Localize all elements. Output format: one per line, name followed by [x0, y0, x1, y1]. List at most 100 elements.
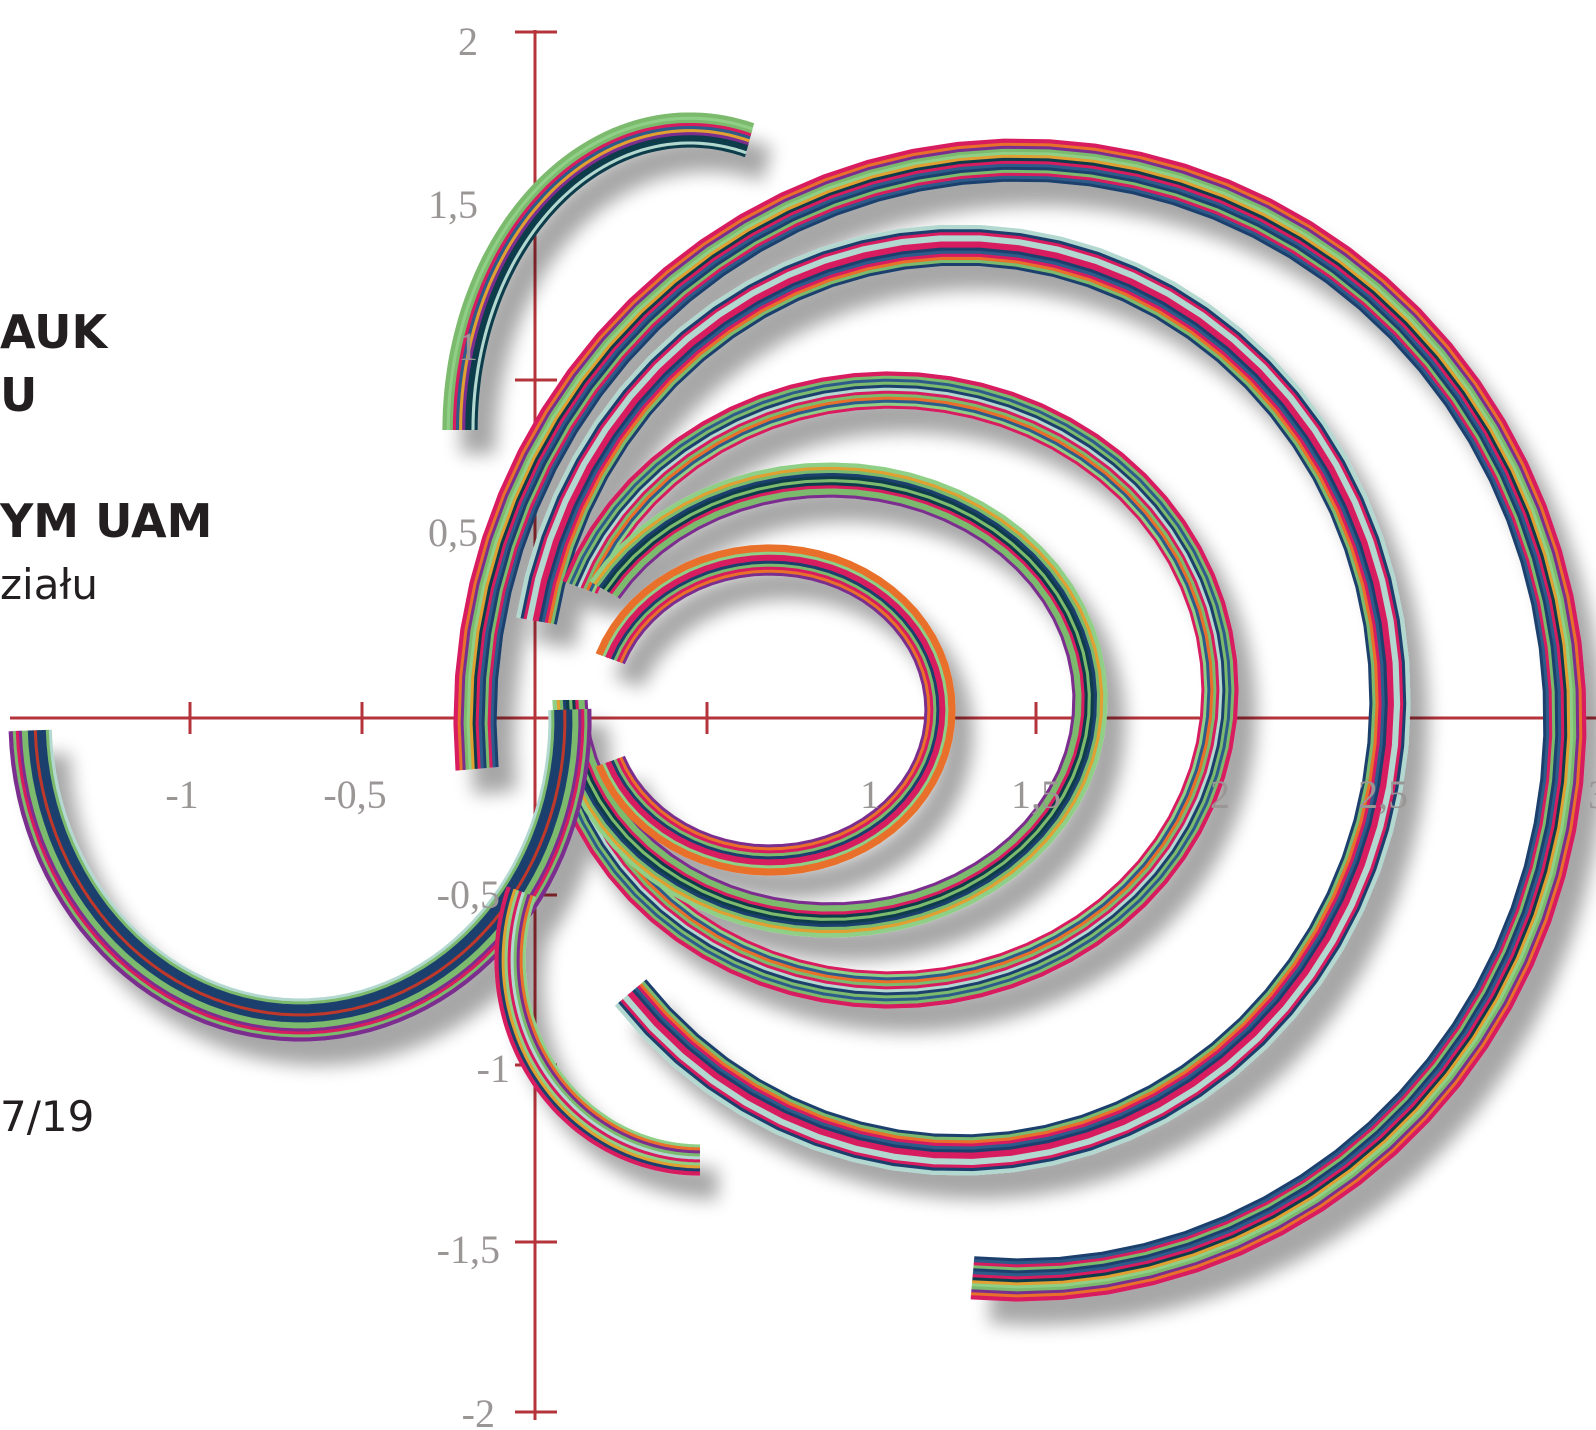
ribbon-stripe	[612, 562, 938, 858]
ribbon-stripe	[459, 144, 1581, 1296]
ribbon-stripe	[509, 891, 701, 1161]
ribbon-stripe	[522, 230, 1405, 1170]
ribbon-stripe	[477, 162, 1563, 1278]
ribbon-stripe	[574, 484, 1086, 916]
ribbon-stripe	[546, 255, 1380, 1145]
ribbon-stripe	[494, 886, 701, 1176]
ribbon-stripe	[442, 112, 755, 431]
ribbon-stripe	[486, 171, 1554, 1269]
ribbon-stripe	[518, 894, 701, 1152]
ribbon-stripe	[468, 153, 1572, 1287]
ribbon-stripe	[506, 890, 701, 1164]
ribbon-stripe	[577, 487, 1083, 913]
x-tick-label: 3	[1588, 772, 1596, 817]
ribbon-stripe	[576, 386, 1224, 994]
inner-spiral-ribbon	[552, 462, 1108, 938]
ribbon-stripe	[552, 462, 1108, 938]
ribbon-stripe	[570, 380, 1230, 1000]
ribbon-stripe	[579, 389, 1221, 991]
ribbon-stripe	[44, 710, 556, 1006]
ribbon-stripe	[460, 130, 750, 431]
upper-left-ribbon	[442, 112, 755, 431]
ribbon-stripe	[531, 240, 1396, 1161]
ribbon-stripe	[474, 159, 1566, 1281]
ribbon-stripe	[601, 550, 950, 870]
x-tick-label: 2,5	[1358, 772, 1408, 817]
ribbon-stripe	[555, 465, 1105, 935]
ribbon-stripe	[471, 156, 1569, 1284]
ribbon-stripe	[593, 404, 1206, 976]
cover-title-line-3: YM UAM	[0, 494, 213, 548]
ribbon-stripe	[558, 468, 1102, 932]
ribbon-stripe	[35, 709, 565, 1015]
y-tick-labels: 2 1,5 1 0,5 -0,5 -1 -1,5 -2	[428, 19, 510, 1430]
ribbon-stripe	[470, 140, 747, 431]
ribbon-stripe	[515, 893, 701, 1155]
x-tick-label: 1,5	[1011, 772, 1061, 817]
y-tick-label: -1	[477, 1046, 510, 1091]
spiral-ribbons	[8, 112, 1587, 1302]
ribbon-stripe	[11, 708, 589, 1039]
ribbon-stripe	[454, 124, 751, 431]
ribbon-stripe	[552, 261, 1374, 1139]
ribbon-stripe	[595, 544, 956, 876]
x-tick-label: -1	[165, 772, 198, 817]
ribbon-stripe	[483, 168, 1557, 1272]
ribbon-stripe	[512, 892, 701, 1158]
outer-spiral-ribbon	[453, 138, 1587, 1302]
x-tick-label: -0,5	[323, 772, 386, 817]
ribbon-stripe	[32, 709, 568, 1018]
ribbon-stripe	[573, 383, 1227, 997]
ribbon-stripe	[448, 118, 753, 431]
ribbon-stripe	[525, 234, 1402, 1167]
ribbon-stripe	[29, 709, 571, 1021]
ribbon-stripe	[26, 709, 574, 1024]
ribbon-stripe	[503, 889, 701, 1167]
ribbon-stripe	[497, 887, 701, 1173]
ribbon-stripe	[587, 398, 1212, 982]
ribbon-stripe	[20, 709, 580, 1030]
ribbon-stripe	[14, 709, 586, 1036]
ribbon-stripe	[609, 559, 941, 861]
ribbon-stripe	[462, 147, 1578, 1293]
y-tick-label: -2	[462, 1391, 495, 1430]
ribbon-stripe	[580, 490, 1080, 910]
lower-left-ribbon	[494, 886, 701, 1176]
ribbon-stripe	[549, 258, 1377, 1142]
ribbon-stripe	[567, 477, 1093, 923]
large-spiral-ribbon	[516, 224, 1411, 1176]
cover-title-line-1: AUK	[0, 305, 108, 359]
y-tick-label: 0,5	[428, 510, 478, 555]
ribbon-stripe	[565, 374, 1236, 1006]
ribbon-stripe	[8, 708, 592, 1042]
ribbon-stripe	[618, 568, 932, 852]
ribbon-stripe	[38, 709, 562, 1012]
ribbon-stripe	[451, 121, 752, 431]
ribbon-stripe	[473, 143, 747, 431]
ribbon-stripe	[41, 709, 559, 1009]
ribbon-stripe	[537, 246, 1390, 1154]
ribbon-stripe	[521, 895, 701, 1149]
ribbon-stripe	[528, 237, 1399, 1164]
ribbon-stripe	[540, 249, 1386, 1151]
ribbon-stripe	[561, 471, 1099, 929]
ribbon-stripe	[582, 392, 1218, 988]
ribbon-stripe	[480, 165, 1560, 1275]
x-tick-labels: -1 -0,5 1 1,5 2 2,5 3	[165, 772, 1596, 817]
y-tick-label: -0,5	[437, 872, 500, 917]
ribbon-stripe	[453, 138, 1587, 1302]
core-spiral-ribbon	[595, 544, 956, 876]
y-tick-label: -1,5	[437, 1227, 500, 1272]
x-tick-label: 1	[860, 772, 880, 817]
ribbon-stripe	[584, 395, 1215, 985]
ribbon-stripe	[456, 141, 1584, 1299]
ribbon-stripe	[621, 571, 929, 849]
middle-spiral-ribbon	[562, 371, 1239, 1009]
left-lower-ribbon	[8, 708, 592, 1042]
y-tick-label: 1,5	[428, 182, 478, 227]
ribbon-stripe	[519, 227, 1408, 1173]
ribbon-stripe	[464, 134, 749, 431]
ribbon-stripe	[568, 377, 1233, 1003]
cover-title-line-2: U	[0, 368, 38, 422]
